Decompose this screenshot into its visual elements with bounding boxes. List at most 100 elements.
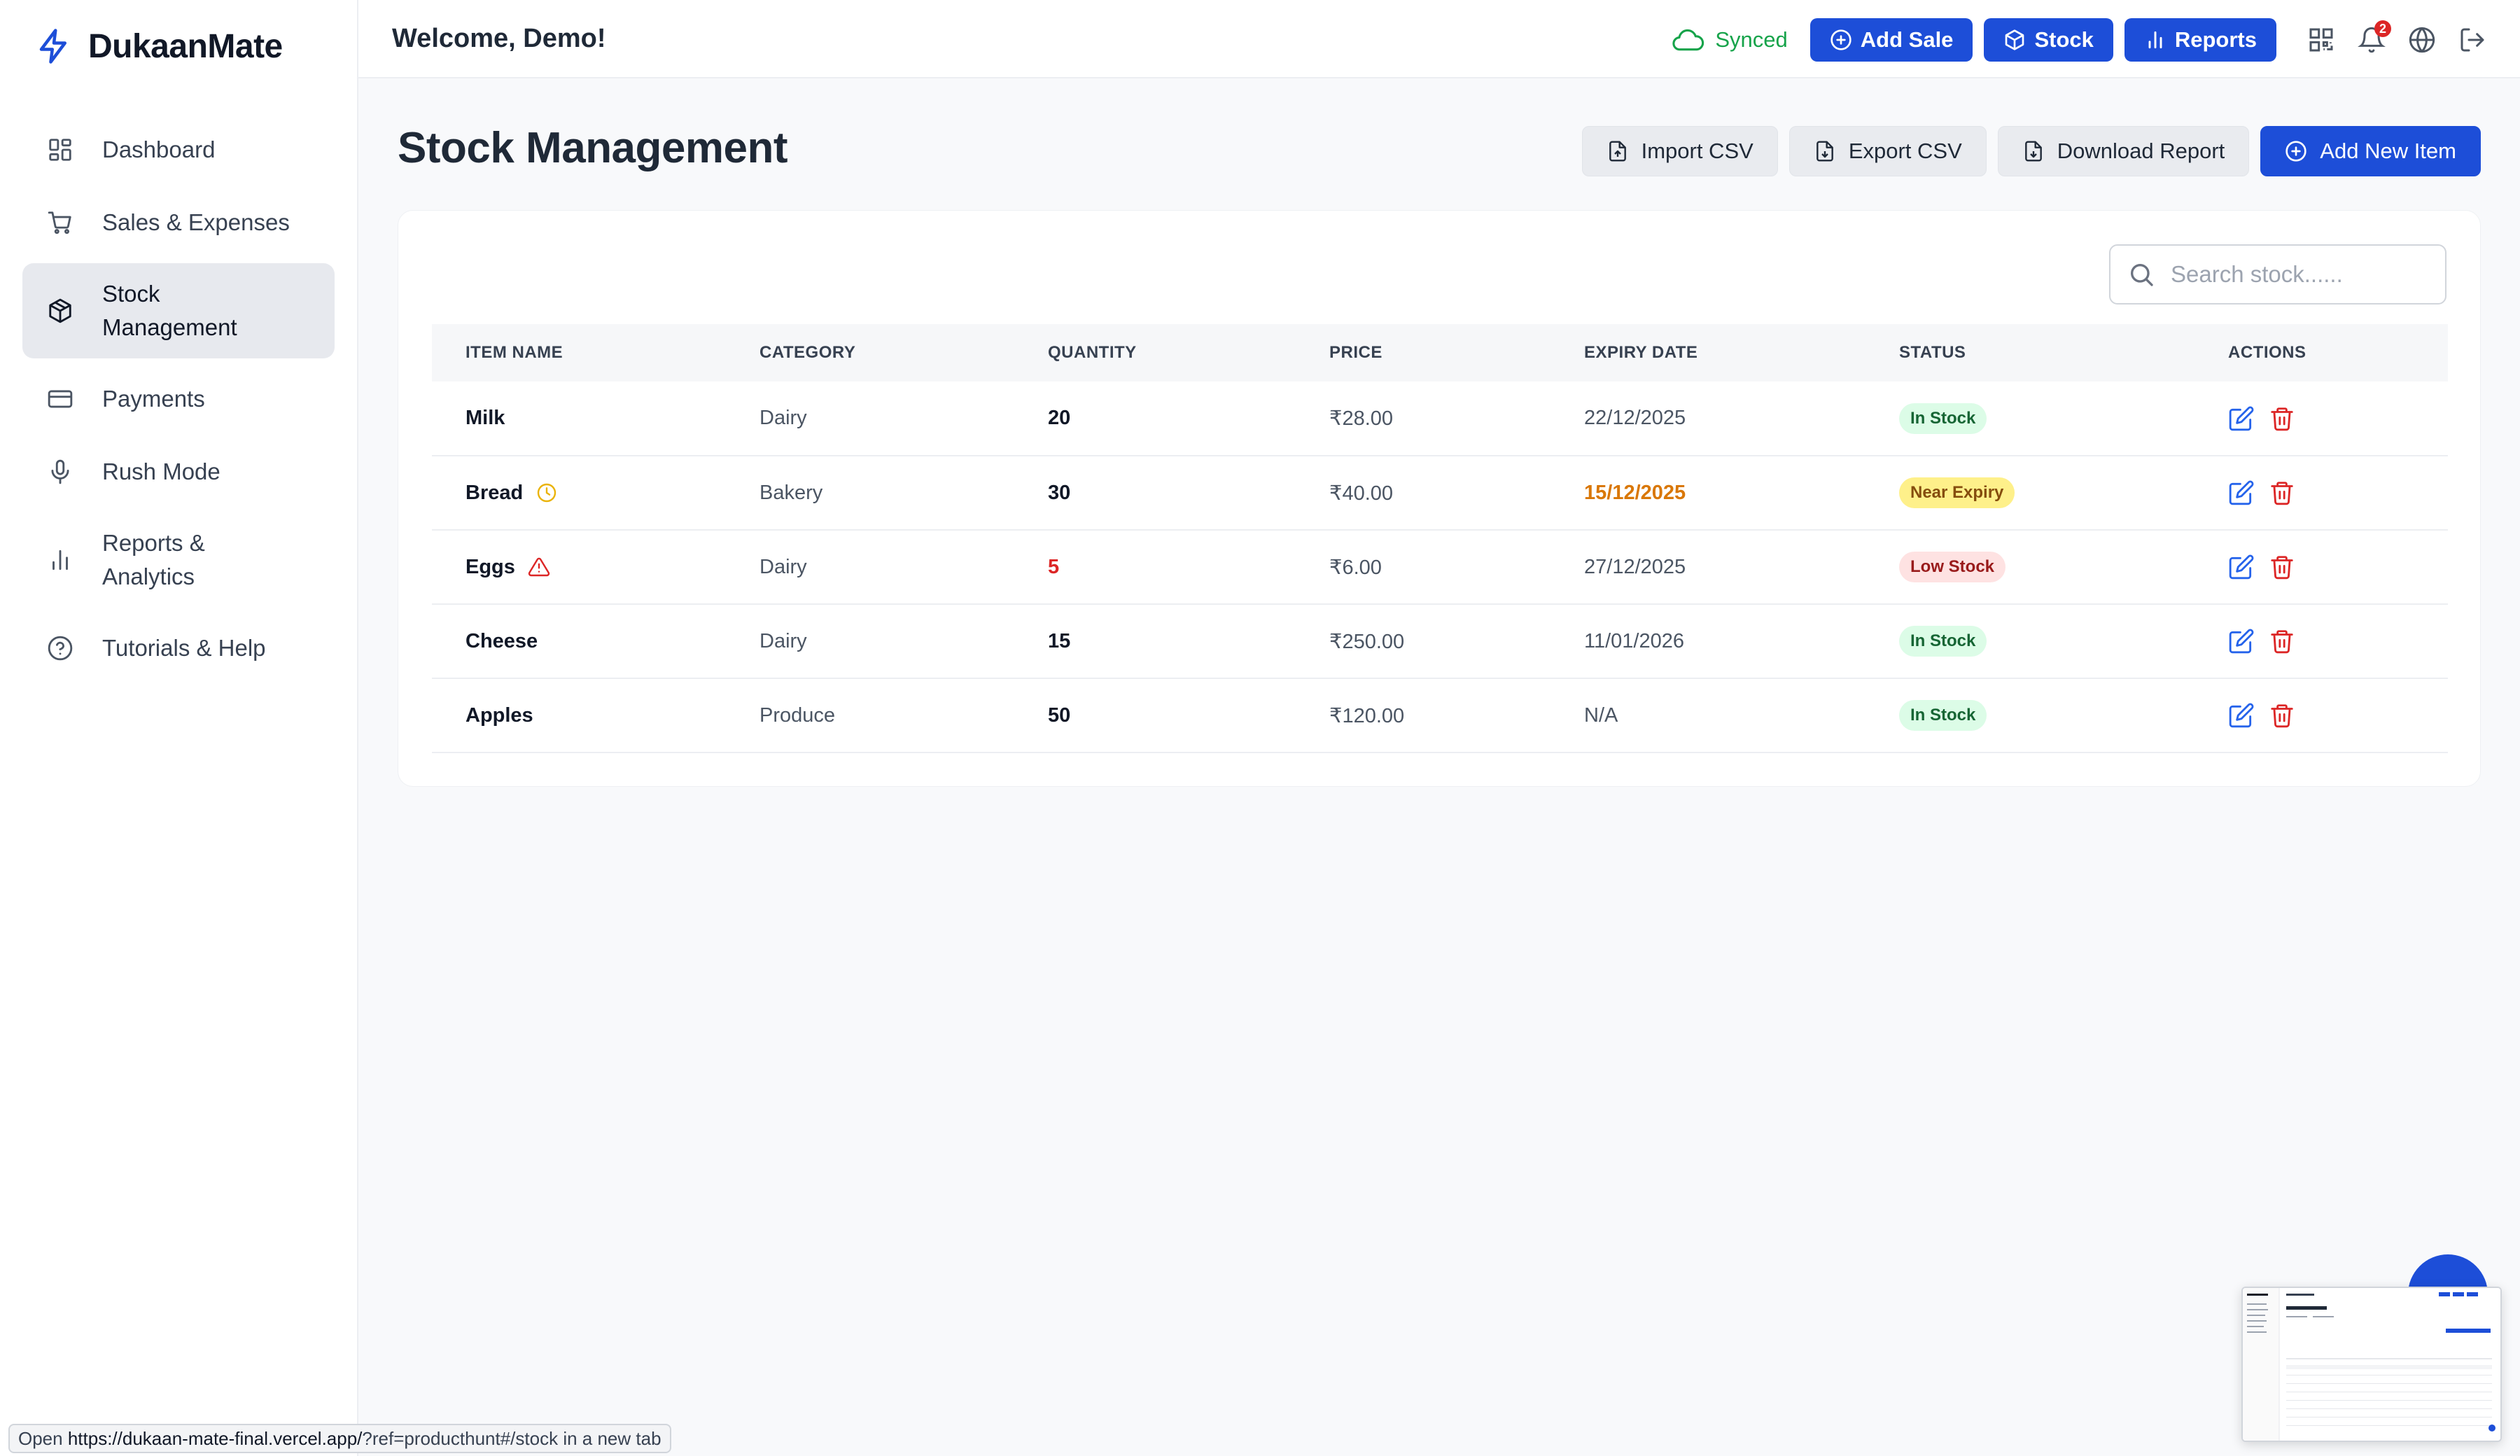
search-input[interactable] — [2171, 261, 2437, 288]
expiry-cell: 11/01/2026 — [1584, 629, 1684, 652]
status-url: https://dukaan-mate-final.vercel.app/ — [67, 1427, 363, 1449]
expiry-cell: N/A — [1584, 704, 1618, 727]
search-icon — [2131, 264, 2153, 286]
sidebar-item-label: Sales & Expenses — [102, 209, 290, 235]
status-prefix: Open — [18, 1427, 63, 1449]
edit-icon[interactable] — [2228, 702, 2255, 729]
sidebar-nav: Dashboard Sales & Expenses Stock Managem… — [22, 118, 335, 689]
category-cell: Dairy — [760, 407, 807, 429]
lightning-bolt-icon — [39, 29, 66, 64]
sidebar-item-tutorials-help[interactable]: Tutorials & Help — [22, 616, 335, 680]
trash-icon[interactable] — [2269, 554, 2295, 580]
credit-card-icon — [46, 385, 74, 413]
item-name: Eggs — [465, 555, 515, 578]
item-name: Apples — [465, 704, 533, 727]
warning-triangle-icon — [528, 557, 550, 577]
actions-cell — [2194, 530, 2448, 604]
status-cell: In Stock — [1865, 382, 2194, 456]
sidebar-item-sales-expenses[interactable]: Sales & Expenses — [22, 190, 335, 255]
table-row: Apples Produce 50 ₹120.00 N/A In Stock — [432, 678, 2448, 752]
status-url-rest: ?ref=producthunt#/stock — [362, 1427, 559, 1449]
quantity-cell: 30 — [1048, 481, 1071, 504]
price-cell: ₹120.00 — [1329, 704, 1405, 727]
sidebar-item-label: Payments — [102, 386, 205, 412]
status-badge: In Stock — [1899, 402, 1987, 434]
sidebar-item-label: Dashboard — [102, 136, 216, 162]
sidebar-item-dashboard[interactable]: Dashboard — [22, 118, 335, 182]
logout-button[interactable] — [2456, 23, 2489, 57]
sidebar-item-reports-analytics[interactable]: Reports & Analytics — [22, 512, 335, 608]
status-cell: Low Stock — [1865, 530, 2194, 604]
column-header-category: CATEGORY — [760, 343, 856, 362]
trash-icon[interactable] — [2269, 628, 2295, 654]
sync-status-label: Synced — [1715, 27, 1788, 52]
quantity-cell: 50 — [1048, 704, 1071, 727]
sidebar-item-stock-management[interactable]: Stock Management — [22, 263, 335, 358]
logout-icon — [2460, 28, 2484, 52]
stock-table: ITEM NAME CATEGORY QUANTITY PRICE EXPIRY… — [432, 324, 2448, 753]
status-badge: In Stock — [1899, 700, 1987, 731]
box-icon — [46, 297, 74, 325]
language-button[interactable] — [2405, 23, 2439, 57]
edit-icon[interactable] — [2228, 628, 2255, 654]
quantity-cell: 15 — [1048, 629, 1071, 652]
price-cell: ₹6.00 — [1329, 556, 1382, 579]
brand-name: DukaanMate — [88, 27, 283, 65]
top-header: Welcome, Demo! Synced Add Sale Stock Rep… — [358, 0, 2520, 78]
edit-icon[interactable] — [2228, 479, 2255, 506]
edit-icon[interactable] — [2228, 554, 2255, 580]
category-cell: Dairy — [760, 555, 807, 578]
table-row: Bread Bakery 30 ₹40.00 15/12/2025 Near E… — [432, 456, 2448, 530]
header-toolbar: Synced Add Sale Stock Reports 2 — [1672, 18, 2489, 62]
column-header-quantity: QUANTITY — [1048, 343, 1137, 362]
trash-icon[interactable] — [2269, 702, 2295, 729]
bar-chart-icon — [46, 546, 74, 574]
help-circle-icon — [46, 634, 74, 662]
brand-logo[interactable]: DukaanMate — [35, 25, 283, 67]
microphone-icon — [46, 458, 74, 486]
category-cell: Bakery — [760, 481, 823, 504]
status-suffix: in a new tab — [563, 1427, 662, 1449]
trash-icon[interactable] — [2269, 405, 2295, 432]
column-header-actions: ACTIONS — [2228, 343, 2306, 362]
page-preview-thumbnail — [2241, 1287, 2502, 1442]
edit-icon[interactable] — [2228, 405, 2255, 432]
link-status-bar: Open https://dukaan-mate-final.vercel.ap… — [8, 1424, 671, 1453]
sidebar-item-payments[interactable]: Payments — [22, 367, 335, 431]
table-row: Eggs Dairy 5 ₹6.00 27/12/2025 Low Stock — [432, 530, 2448, 604]
add-sale-label: Add Sale — [1860, 27, 1954, 52]
sidebar-item-label: Rush Mode — [102, 458, 220, 484]
import-csv-label: Import CSV — [1641, 139, 1754, 163]
item-name-cell: Apples — [432, 678, 726, 752]
import-csv-button[interactable]: Import CSV — [1581, 126, 1778, 176]
status-badge: Low Stock — [1899, 552, 2006, 582]
actions-cell — [2194, 678, 2448, 752]
sidebar-item-rush-mode[interactable]: Rush Mode — [22, 440, 335, 504]
notifications-button[interactable]: 2 — [2355, 20, 2391, 57]
item-name: Cheese — [465, 629, 538, 652]
stock-button[interactable]: Stock — [1984, 18, 2113, 62]
bar-chart-icon — [2148, 31, 2162, 49]
quantity-cell: 5 — [1048, 555, 1060, 578]
price-cell: ₹40.00 — [1329, 482, 1394, 505]
file-download-icon — [2024, 141, 2042, 162]
export-csv-button[interactable]: Export CSV — [1788, 126, 1987, 176]
actions-cell — [2194, 456, 2448, 530]
add-new-item-button[interactable]: Add New Item — [2260, 126, 2481, 176]
sidebar-item-label: Tutorials & Help — [102, 635, 266, 661]
item-name: Milk — [465, 407, 505, 429]
add-sale-button[interactable]: Add Sale — [1809, 18, 1973, 62]
notification-badge: 2 — [2374, 20, 2391, 37]
plus-circle-icon — [2286, 141, 2306, 162]
download-report-button[interactable]: Download Report — [1997, 126, 2250, 176]
reports-button[interactable]: Reports — [2124, 18, 2276, 62]
bell-icon — [2358, 27, 2386, 53]
preview-image — [2243, 1288, 2500, 1441]
globe-icon — [2409, 27, 2435, 53]
stock-table-card: ITEM NAME CATEGORY QUANTITY PRICE EXPIRY… — [398, 210, 2481, 787]
column-header-price: PRICE — [1329, 343, 1382, 362]
trash-icon[interactable] — [2269, 479, 2295, 506]
qr-code-button[interactable] — [2304, 23, 2338, 57]
sidebar-item-label: Reports & Analytics — [102, 530, 205, 589]
item-name-cell: Eggs — [432, 530, 726, 604]
